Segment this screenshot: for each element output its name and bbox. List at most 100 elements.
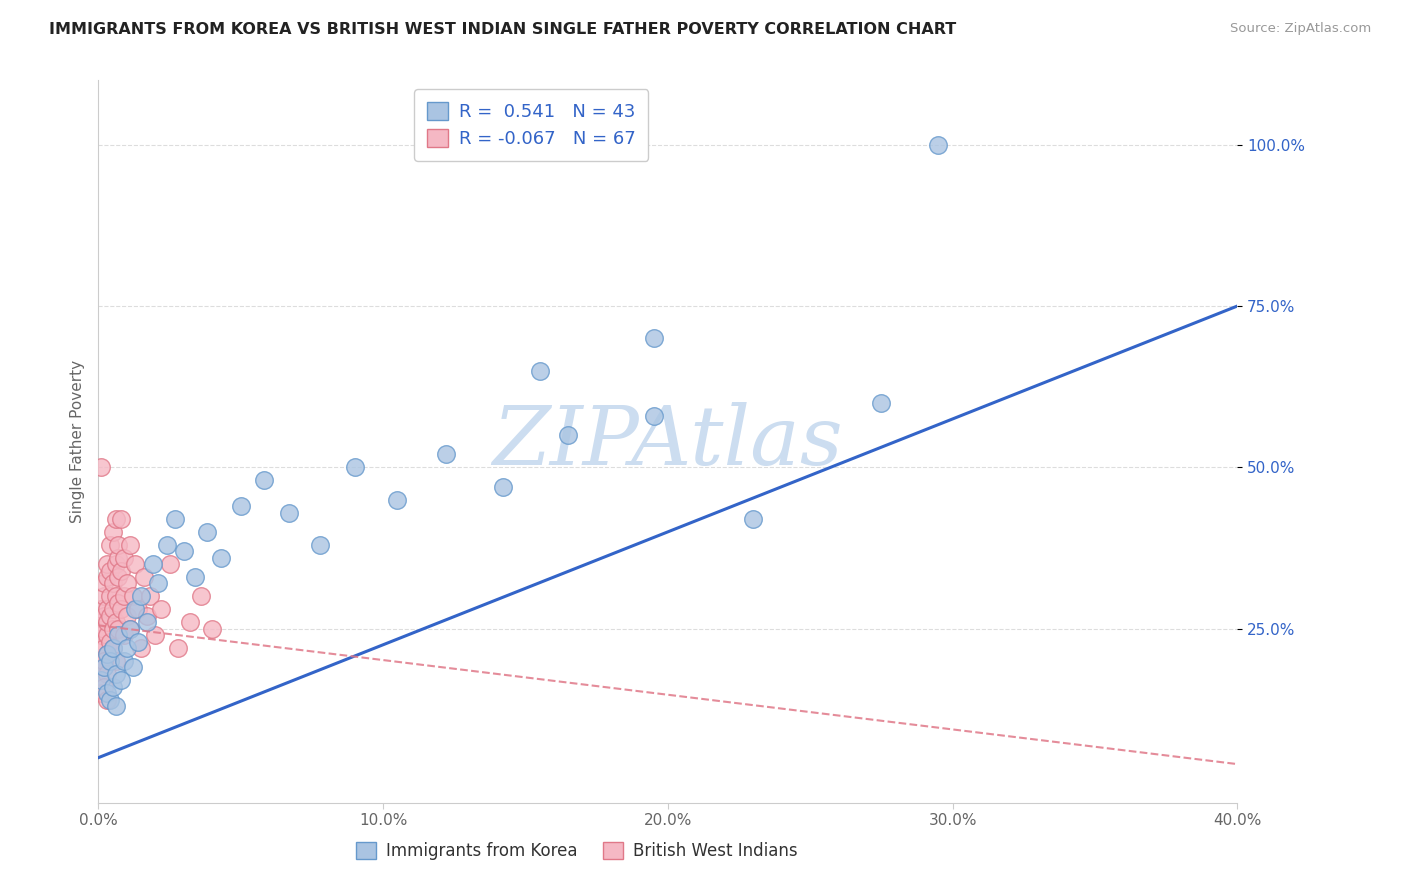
- Point: [107, 538, 129, 552]
- Point: [115, 608, 138, 623]
- Point: [93, 590, 115, 604]
- Point: [129, 590, 152, 604]
- Point: [101, 640, 124, 655]
- Point: [90, 654, 112, 668]
- Point: [93, 660, 115, 674]
- Text: Source: ZipAtlas.com: Source: ZipAtlas.com: [1230, 22, 1371, 36]
- Point: [135, 615, 157, 630]
- Point: [101, 622, 124, 636]
- Point: [742, 512, 765, 526]
- Point: [96, 570, 118, 584]
- Point: [343, 460, 366, 475]
- Point: [643, 409, 665, 423]
- Point: [195, 524, 218, 539]
- Point: [104, 615, 127, 630]
- Point: [121, 590, 143, 604]
- Point: [96, 666, 118, 681]
- Point: [90, 615, 112, 630]
- Point: [90, 673, 112, 688]
- Point: [124, 602, 146, 616]
- Point: [141, 557, 163, 571]
- Point: [156, 538, 179, 552]
- Point: [110, 602, 132, 616]
- Point: [112, 628, 135, 642]
- Point: [132, 570, 155, 584]
- Point: [93, 576, 115, 591]
- Point: [165, 512, 187, 526]
- Point: [278, 506, 301, 520]
- Point: [101, 602, 124, 616]
- Y-axis label: Single Father Poverty: Single Father Poverty: [69, 360, 84, 523]
- Point: [96, 686, 118, 700]
- Point: [167, 640, 190, 655]
- Point: [107, 596, 129, 610]
- Point: [101, 640, 124, 655]
- Point: [87, 640, 110, 655]
- Point: [138, 590, 160, 604]
- Point: [115, 576, 138, 591]
- Point: [107, 550, 129, 565]
- Text: ZIPAtlas: ZIPAtlas: [492, 401, 844, 482]
- Point: [104, 654, 127, 668]
- Point: [150, 602, 173, 616]
- Point: [121, 660, 143, 674]
- Point: [107, 570, 129, 584]
- Point: [98, 538, 121, 552]
- Point: [643, 331, 665, 345]
- Point: [129, 640, 152, 655]
- Point: [124, 557, 146, 571]
- Point: [110, 673, 132, 688]
- Point: [148, 576, 170, 591]
- Point: [98, 654, 121, 668]
- Point: [870, 396, 893, 410]
- Point: [927, 137, 949, 152]
- Point: [184, 570, 207, 584]
- Text: IMMIGRANTS FROM KOREA VS BRITISH WEST INDIAN SINGLE FATHER POVERTY CORRELATION C: IMMIGRANTS FROM KOREA VS BRITISH WEST IN…: [49, 22, 956, 37]
- Point: [93, 640, 115, 655]
- Point: [173, 544, 195, 558]
- Point: [115, 640, 138, 655]
- Point: [492, 480, 515, 494]
- Point: [104, 699, 127, 714]
- Point: [96, 648, 118, 662]
- Point: [96, 692, 118, 706]
- Point: [159, 557, 181, 571]
- Point: [112, 590, 135, 604]
- Point: [96, 615, 118, 630]
- Point: [107, 622, 129, 636]
- Point: [529, 363, 551, 377]
- Point: [90, 602, 112, 616]
- Point: [190, 590, 212, 604]
- Point: [557, 428, 579, 442]
- Point: [110, 512, 132, 526]
- Point: [101, 680, 124, 694]
- Legend: Immigrants from Korea, British West Indians: Immigrants from Korea, British West Indi…: [350, 835, 804, 867]
- Point: [101, 576, 124, 591]
- Point: [118, 622, 141, 636]
- Point: [98, 590, 121, 604]
- Point: [98, 608, 121, 623]
- Point: [90, 686, 112, 700]
- Point: [93, 680, 115, 694]
- Point: [110, 564, 132, 578]
- Point: [93, 622, 115, 636]
- Point: [118, 538, 141, 552]
- Point: [101, 524, 124, 539]
- Point: [93, 660, 115, 674]
- Point: [112, 654, 135, 668]
- Point: [90, 460, 112, 475]
- Point: [112, 550, 135, 565]
- Point: [127, 634, 149, 648]
- Point: [229, 499, 252, 513]
- Point: [96, 648, 118, 662]
- Point: [93, 608, 115, 623]
- Point: [93, 654, 115, 668]
- Point: [209, 550, 232, 565]
- Point: [98, 634, 121, 648]
- Point: [135, 608, 157, 623]
- Point: [127, 602, 149, 616]
- Point: [201, 622, 224, 636]
- Point: [90, 628, 112, 642]
- Point: [104, 512, 127, 526]
- Point: [96, 602, 118, 616]
